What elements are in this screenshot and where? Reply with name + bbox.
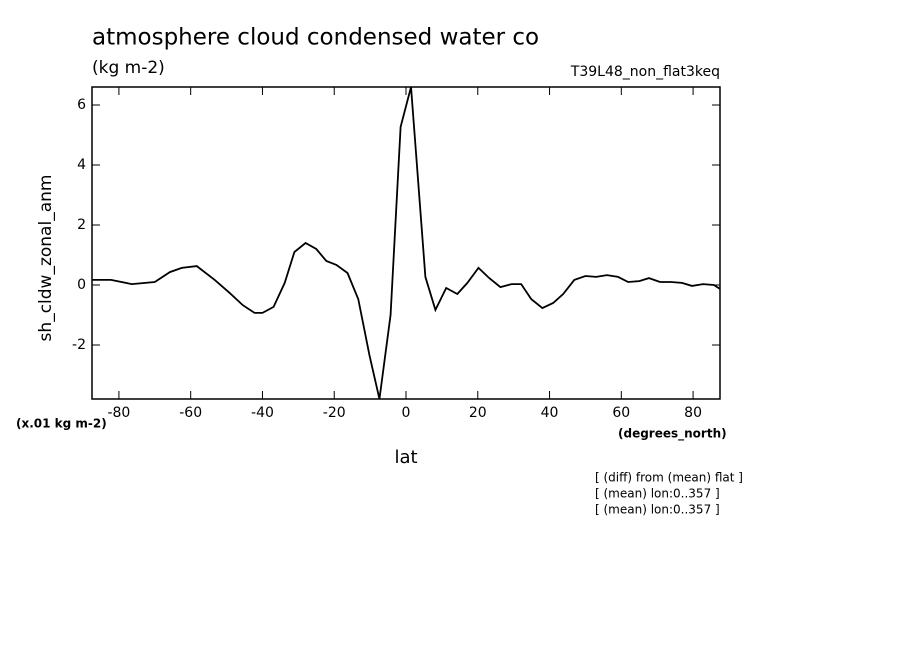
note: [ (diff) from (mean) flat ] <box>595 471 743 485</box>
x-tick-label: 20 <box>469 405 487 421</box>
x-tick-label: -80 <box>107 405 130 421</box>
chart-subtitle: (kg m-2) <box>92 58 165 78</box>
note: [ (mean) lon:0..357 ] <box>595 503 720 517</box>
chart-title: atmosphere cloud condensed water co <box>92 25 539 51</box>
plot-frame <box>91 86 721 400</box>
x-tick-label: 60 <box>612 405 630 421</box>
y-tick-label: 4 <box>77 157 86 173</box>
run-label: T39L48_non_flat3keq <box>570 64 720 80</box>
x-tick-label: 40 <box>541 405 559 421</box>
x-tick-label: 0 <box>402 405 411 421</box>
x-tick-label: -40 <box>251 405 274 421</box>
x-tick-label: -20 <box>323 405 346 421</box>
x-tick-label: -60 <box>179 405 202 421</box>
y-units: (x.01 kg m-2) <box>16 417 107 431</box>
y-axis-label: sh_cldw_zonal_anm <box>36 175 56 342</box>
note: [ (mean) lon:0..357 ] <box>595 487 720 501</box>
y-tick-label: 0 <box>77 277 86 293</box>
x-tick-label: 80 <box>684 405 702 421</box>
data-line <box>92 86 721 400</box>
y-tick-label: 6 <box>77 97 86 113</box>
x-axis-label: lat <box>394 447 417 468</box>
x-units: (degrees_north) <box>618 427 727 442</box>
y-tick-label: 2 <box>77 217 86 233</box>
y-tick-label: -2 <box>72 337 86 353</box>
